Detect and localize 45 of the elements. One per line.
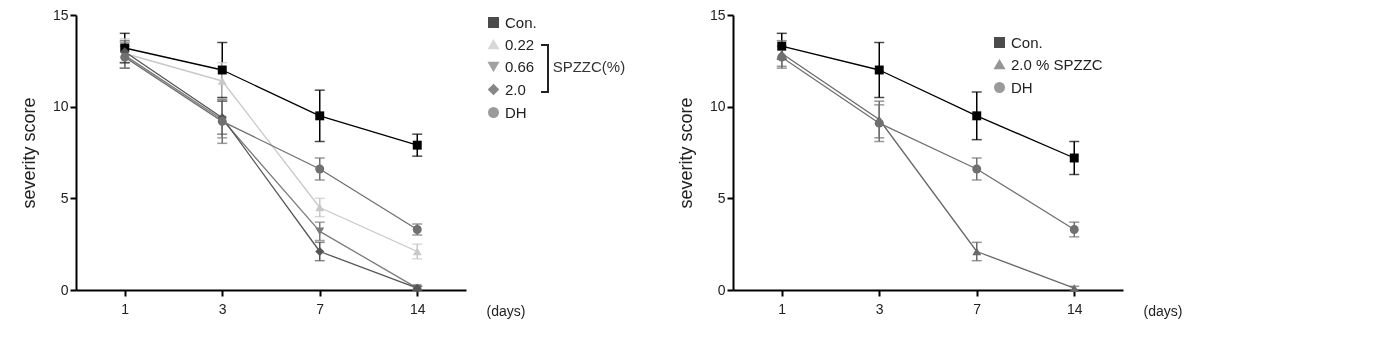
point [972, 164, 982, 174]
point [777, 52, 787, 62]
x-axis-title: (days) [1143, 302, 1183, 319]
y-axis-title: severity score [675, 97, 696, 209]
point [315, 227, 325, 236]
y-tick-label: 5 [717, 189, 726, 206]
x-tick-label: 14 [1066, 300, 1083, 317]
point [315, 111, 325, 121]
x-tick-label: 1 [778, 300, 787, 317]
x-tick-label: 1 [121, 300, 130, 317]
point [315, 247, 325, 256]
point [972, 111, 982, 121]
point [217, 77, 227, 85]
legend-label: 2.0 [505, 80, 526, 98]
x-tick-label: 3 [875, 300, 884, 317]
y-tick-label: 15 [709, 6, 726, 23]
point [972, 247, 982, 256]
y-tick-label: 0 [717, 281, 726, 298]
x-tick-label: 7 [973, 300, 982, 317]
point [1069, 153, 1079, 163]
y-tick-label: 5 [60, 189, 69, 206]
legend-label: DH [505, 103, 527, 121]
point [874, 65, 884, 75]
x-tick-label: 3 [218, 300, 227, 317]
legend-label: 0.22 [505, 35, 535, 53]
x-tick-label: 14 [409, 300, 426, 317]
y-tick-label: 0 [60, 281, 69, 298]
point [1069, 225, 1079, 234]
y-tick-label: 10 [52, 98, 69, 115]
legend-label: Con. [505, 13, 537, 31]
y-axis-title: severity score [18, 97, 39, 209]
legend-label: 2.0 % SPZZC [1011, 55, 1103, 73]
point [412, 140, 422, 150]
legend-label: DH [1011, 78, 1033, 96]
point [217, 65, 227, 75]
text: SPZZC(%) [552, 57, 626, 75]
point [315, 164, 325, 174]
legend-label: Con. [1011, 33, 1043, 51]
x-tick-label: 7 [316, 300, 325, 317]
point [777, 41, 787, 51]
legend-label: 0.66 [505, 57, 535, 75]
point [874, 118, 884, 128]
x-axis-title: (days) [486, 302, 526, 319]
y-tick-label: 15 [52, 6, 69, 23]
y-tick-label: 10 [709, 98, 726, 115]
